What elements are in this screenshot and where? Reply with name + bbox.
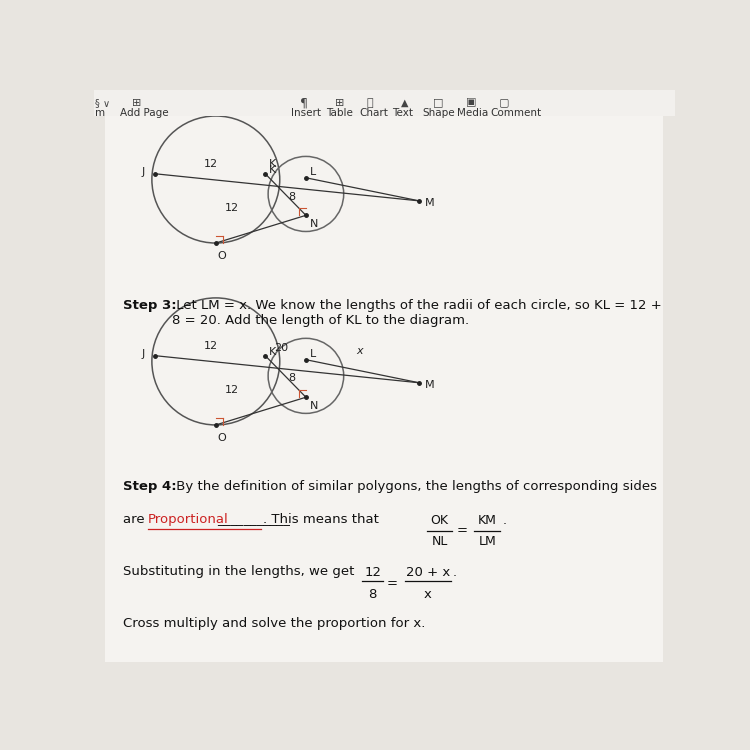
Text: By the definition of similar polygons, the lengths of corresponding sides: By the definition of similar polygons, t… bbox=[172, 480, 657, 493]
Text: L: L bbox=[310, 349, 316, 359]
Text: OK: OK bbox=[430, 514, 448, 527]
Text: 8: 8 bbox=[368, 589, 377, 602]
Text: K: K bbox=[268, 347, 276, 357]
Text: x: x bbox=[357, 346, 364, 356]
Text: Chart: Chart bbox=[359, 108, 388, 118]
Text: .: . bbox=[453, 566, 457, 580]
Text: . This means that: . This means that bbox=[263, 513, 379, 526]
Text: Let LM = x. We know the lengths of the radii of each circle, so KL = 12 +
8 = 20: Let LM = x. We know the lengths of the r… bbox=[172, 299, 662, 327]
Text: 20 + x: 20 + x bbox=[406, 566, 450, 580]
FancyBboxPatch shape bbox=[94, 90, 675, 116]
Text: M: M bbox=[425, 380, 435, 389]
Text: Table: Table bbox=[326, 108, 353, 118]
Text: K: K bbox=[268, 159, 276, 169]
Text: M: M bbox=[425, 197, 435, 208]
Text: NL: NL bbox=[431, 536, 448, 548]
Text: Step 3:: Step 3: bbox=[123, 299, 176, 312]
Text: ▣: ▣ bbox=[466, 98, 476, 108]
Text: x: x bbox=[424, 589, 432, 602]
Text: J: J bbox=[142, 349, 146, 359]
Text: Add Page: Add Page bbox=[120, 108, 169, 118]
Text: 12: 12 bbox=[224, 386, 238, 395]
Text: J: J bbox=[142, 167, 146, 177]
Text: LM: LM bbox=[478, 536, 496, 548]
Text: 20: 20 bbox=[274, 343, 288, 353]
Text: KM: KM bbox=[478, 514, 496, 527]
Text: Substituting in the lengths, we get: Substituting in the lengths, we get bbox=[123, 566, 354, 578]
Text: =: = bbox=[386, 577, 398, 590]
Text: O: O bbox=[217, 433, 226, 442]
Text: L: L bbox=[310, 167, 316, 177]
Text: m: m bbox=[95, 108, 106, 118]
Text: ⏱: ⏱ bbox=[367, 98, 374, 108]
Text: 12: 12 bbox=[224, 203, 238, 214]
Text: Shape: Shape bbox=[422, 108, 454, 118]
Text: ___________: ___________ bbox=[217, 513, 290, 526]
Text: Insert: Insert bbox=[291, 108, 321, 118]
Text: ¶: ¶ bbox=[300, 96, 308, 109]
Text: 12: 12 bbox=[204, 159, 218, 169]
Text: ▲: ▲ bbox=[400, 98, 408, 108]
Text: □: □ bbox=[433, 98, 443, 108]
Text: Comment: Comment bbox=[490, 108, 542, 118]
Text: ⊞: ⊞ bbox=[335, 98, 344, 108]
Text: N: N bbox=[310, 219, 318, 229]
Text: .: . bbox=[503, 514, 506, 527]
Text: Proportional: Proportional bbox=[148, 513, 229, 526]
FancyBboxPatch shape bbox=[105, 116, 663, 662]
Text: ▢: ▢ bbox=[500, 98, 510, 108]
Text: Step 4:: Step 4: bbox=[123, 480, 176, 493]
Text: Media: Media bbox=[457, 108, 488, 118]
Text: 8: 8 bbox=[289, 374, 296, 383]
Text: N: N bbox=[310, 401, 318, 411]
Text: K: K bbox=[268, 165, 276, 176]
Text: Cross multiply and solve the proportion for x.: Cross multiply and solve the proportion … bbox=[123, 617, 425, 630]
Text: are: are bbox=[123, 513, 148, 526]
Text: Text: Text bbox=[392, 108, 413, 118]
Text: ⊞: ⊞ bbox=[131, 98, 141, 108]
Text: 12: 12 bbox=[364, 566, 381, 580]
Text: 12: 12 bbox=[204, 340, 218, 351]
Text: 8: 8 bbox=[289, 191, 296, 202]
Text: § ∨: § ∨ bbox=[95, 98, 110, 108]
Text: O: O bbox=[217, 251, 226, 261]
Text: =: = bbox=[456, 524, 467, 537]
